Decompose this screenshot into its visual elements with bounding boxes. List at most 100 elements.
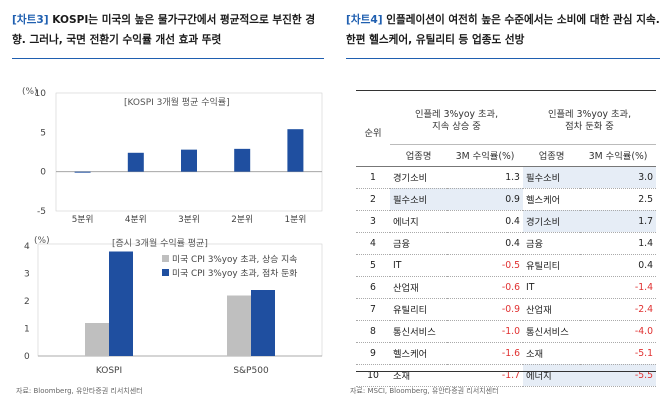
table-row: 10 소재 -1.7 에너지 -5.5 — [356, 364, 656, 386]
chart2-legend-label: 미국 CPI 3%yoy 초과, 상승 지속 — [172, 254, 297, 265]
return-value-rising: -1.0 — [501, 325, 520, 337]
sector-name-easing: 필수소비 — [522, 166, 581, 188]
return-value-easing: -1.4 — [634, 281, 653, 293]
table-top-rule — [356, 90, 656, 92]
chart1-xtick-label: 5분위 — [72, 214, 94, 223]
return-value-easing: 3.0 — [580, 166, 656, 188]
sector-name-rising: 산업재 — [393, 283, 419, 294]
return-value-easing: 1.4 — [638, 237, 653, 249]
group-header-rising-line2: 지속 상승 중 — [432, 120, 481, 132]
sector-name-rising: 통신서비스 — [393, 327, 436, 338]
return-value-easing: -5.5 — [580, 364, 656, 386]
rank-cell: 6 — [370, 281, 376, 293]
table-bottom-rule — [356, 371, 656, 373]
right-panel: [차트4] 인플레이션이 여전히 높은 수준에서는 소비에 대한 관심 지속. … — [346, 10, 660, 395]
chart1-xtick-label: 4분위 — [125, 214, 147, 223]
left-header-tag: [차트3] — [12, 14, 49, 26]
group-header-easing: 인플레 3%yoy 초과, 점차 둔화 중 — [522, 98, 656, 145]
chart2-bar — [85, 323, 109, 356]
chart2-ytick-label: 4 — [24, 242, 30, 252]
return-value-easing: -2.4 — [634, 303, 653, 315]
sector-name-easing: 유틸리티 — [525, 261, 561, 272]
sub-header-b-name: 업종명 — [538, 151, 565, 162]
table-row: 6 산업재 -0.6 IT -1.4 — [356, 276, 656, 298]
sub-header-a-value: 3M 수익률(%) — [455, 151, 515, 162]
return-value-rising: 0.4 — [505, 215, 520, 227]
sector-name-easing: 경기소비 — [522, 210, 581, 232]
return-value-rising: 1.3 — [505, 171, 520, 183]
right-header: [차트4] 인플레이션이 여전히 높은 수준에서는 소비에 대한 관심 지속. … — [346, 10, 660, 50]
sector-name-easing: 통신서비스 — [525, 327, 569, 338]
chart2-legend-swatch — [162, 269, 169, 276]
return-value-rising: -0.9 — [501, 303, 520, 315]
sector-name-easing: 에너지 — [522, 364, 581, 386]
right-header-rule — [346, 58, 660, 59]
return-value-rising: -0.6 — [501, 281, 520, 293]
return-value-easing: 1.7 — [580, 210, 656, 232]
chart2-ytick-label: 0 — [24, 352, 30, 362]
chart1-bar — [234, 148, 251, 172]
return-value-rising: -0.5 — [501, 259, 520, 271]
sector-name-easing: 소재 — [525, 349, 544, 360]
chart2-xtick-label: S&P500 — [233, 366, 269, 376]
chart2-xtick-label: KOSPI — [96, 366, 122, 376]
chart1-xtick-label: 2분위 — [231, 214, 253, 223]
rank-cell: 1 — [370, 171, 376, 183]
return-value-rising: -1.6 — [501, 347, 520, 359]
chart2-legend-swatch — [162, 255, 169, 262]
sector-name-rising: 금융 — [393, 239, 411, 250]
return-value-easing: -5.1 — [634, 347, 653, 359]
return-value-rising: -1.7 — [501, 369, 520, 381]
sector-name-rising: 소재 — [393, 371, 411, 382]
rank-cell: 5 — [370, 259, 376, 271]
return-value-easing: 2.5 — [638, 193, 653, 205]
right-source: 자료: MSCI, Bloomberg, 유안타증권 리서치센터 — [350, 387, 499, 395]
chart1-bar — [181, 149, 197, 172]
chart2-title: [증시 3개월 수익률 평균] — [112, 237, 208, 249]
chart1-ytick-label: -5 — [37, 207, 46, 217]
return-value-easing: -4.0 — [634, 325, 653, 337]
return-value-easing: 0.4 — [638, 259, 653, 271]
sector-name-rising: 에너지 — [393, 217, 419, 228]
rank-cell: 3 — [370, 215, 376, 227]
chart1-ytick-label: 10 — [35, 89, 47, 99]
chart1-xtick-label: 1분위 — [285, 214, 307, 223]
chart1-ytick-label: 0 — [40, 168, 46, 178]
chart1-unit-label: (%) — [22, 87, 38, 97]
chart2-ytick-label: 3 — [24, 270, 30, 280]
return-value-rising: 0.9 — [447, 188, 523, 210]
sector-return-table: 순위 인플레 3%yoy 초과, 지속 상승 중 인플레 3%yoy 초과, 점… — [356, 98, 656, 387]
table-row: 4 금융 0.4 금융 1.4 — [356, 232, 656, 254]
group-header-easing-line1: 인플레 3%yoy 초과, — [547, 108, 632, 120]
right-header-tag: [차트4] — [346, 14, 383, 26]
group-header-rising-line1: 인플레 3%yoy 초과, — [414, 108, 499, 120]
sub-header-a-name: 업종명 — [405, 151, 432, 162]
chart1-bar — [287, 129, 304, 172]
group-header-rising: 인플레 3%yoy 초과, 지속 상승 중 — [390, 98, 523, 145]
sector-name-rising: IT — [393, 259, 402, 271]
cpi-phase-chart: (%) [증시 3개월 수익률 평균] 미국 CPI 3%yoy 초과, 상승 … — [24, 236, 323, 376]
chart1-title: [KOSPI 3개월 평균 수익률] — [124, 96, 230, 108]
table-row: 1 경기소비 1.3 필수소비 3.0 — [356, 166, 656, 188]
chart2-legend-label: 미국 CPI 3%yoy 초과, 점차 둔화 — [172, 267, 297, 279]
rank-cell: 2 — [370, 193, 376, 205]
left-header-rule — [12, 58, 324, 59]
chart2-ytick-label: 2 — [24, 297, 30, 307]
right-header-text: 인플레이션이 여전히 높은 수준에서는 소비에 대한 관심 지속. 한편 헬스케… — [346, 14, 660, 46]
group-header-easing-line2: 점차 둔화 중 — [565, 120, 614, 132]
table-row: 2 필수소비 0.9 헬스케어 2.5 — [356, 188, 656, 210]
sector-name-rising: 유틸리티 — [393, 305, 428, 316]
chart2-bar — [109, 251, 133, 356]
chart2-unit-label: (%) — [34, 236, 50, 246]
left-source: 자료: Bloomberg, 유안타증권 리서치센터 — [16, 387, 143, 395]
chart1-xtick-label: 3분위 — [178, 214, 200, 223]
table-row: 8 통신서비스 -1.0 통신서비스 -4.0 — [356, 320, 656, 342]
table-row: 5 IT -0.5 유틸리티 0.4 — [356, 254, 656, 276]
return-value-rising: 0.4 — [505, 237, 520, 249]
sector-name-easing: 금융 — [525, 239, 544, 250]
rank-cell: 9 — [370, 347, 376, 359]
rank-cell: 7 — [370, 303, 376, 315]
table-row: 7 유틸리티 -0.9 산업재 -2.4 — [356, 298, 656, 320]
sector-name-easing: 헬스케어 — [525, 195, 561, 206]
